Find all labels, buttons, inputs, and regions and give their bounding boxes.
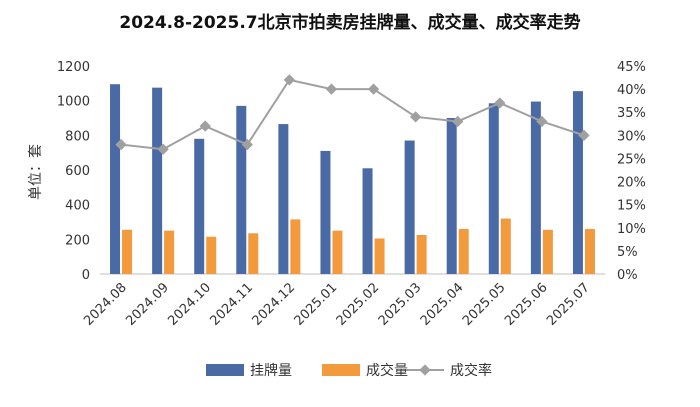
deal-bar	[290, 219, 301, 274]
legend-listing-swatch	[206, 364, 244, 376]
x-tick-label: 2024.12	[250, 280, 299, 329]
legend: 挂牌量 成交量 成交率	[206, 362, 492, 379]
y-tick-label: 0	[82, 268, 90, 283]
deal-bar	[416, 235, 427, 274]
deal-bar	[458, 228, 469, 274]
listing-bar	[362, 168, 373, 274]
y-tick-label: 200	[65, 233, 90, 248]
x-tick-label: 2025.05	[460, 280, 509, 329]
x-tick-label: 2025.07	[544, 280, 593, 329]
rate-line-path	[120, 78, 585, 151]
legend-label: 成交率	[450, 362, 492, 379]
y2-tick-label: 15%	[617, 199, 646, 214]
y-axis-label: 单位：套	[28, 144, 44, 200]
y-tick-label: 600	[65, 164, 90, 179]
rate-point	[157, 143, 169, 155]
x-tick-label: 2025.03	[376, 280, 425, 329]
x-tick-label: 2025.01	[292, 280, 341, 329]
x-tick-label: 2025.02	[334, 280, 383, 329]
rate-point	[409, 111, 422, 123]
listing-bar	[446, 118, 457, 274]
y2-tick-label: 20%	[617, 176, 646, 191]
rate-point	[367, 83, 380, 95]
rate-point	[283, 74, 296, 86]
listing-bar	[152, 87, 163, 275]
y-tick-label: 1000	[57, 95, 90, 110]
listing-bar	[530, 101, 541, 275]
listing-bar	[404, 140, 415, 274]
deal-bar	[332, 230, 343, 274]
y-tick-label: 800	[65, 129, 90, 144]
deal-bar	[374, 238, 385, 274]
rate-point	[325, 83, 338, 95]
deal-bar	[206, 236, 217, 274]
listing-bar	[320, 150, 331, 274]
deal-bar	[584, 228, 595, 274]
rate-point	[199, 120, 211, 132]
y2-tick-label: 5%	[617, 245, 638, 260]
listing-bar	[572, 91, 583, 274]
listing-bar	[488, 103, 499, 275]
x-tick-label: 2024.10	[165, 280, 214, 329]
legend-deal-swatch	[322, 364, 360, 376]
y2-tick-label: 35%	[617, 106, 646, 121]
y2-tick-label: 0%	[617, 268, 638, 283]
y2-tick-label: 30%	[617, 129, 646, 144]
y2-tick-label: 40%	[617, 83, 646, 98]
rate-point	[578, 129, 590, 141]
legend-label: 成交量	[366, 362, 408, 379]
y2-tick-label: 45%	[617, 60, 646, 75]
bars	[110, 84, 595, 275]
listing-bar	[236, 105, 247, 274]
x-tick-label: 2024.09	[123, 280, 172, 329]
legend-label: 挂牌量	[250, 362, 292, 379]
x-tick-label: 2024.11	[207, 280, 256, 329]
deal-bar	[248, 233, 259, 274]
axes: 0 200 400 600 800 1000 1200 0% 5% 10% 15% 20% 25% 30%…	[57, 60, 646, 329]
x-tick-label: 2024.08	[81, 280, 130, 329]
deal-bar	[542, 229, 553, 274]
legend-rate-marker	[419, 364, 431, 376]
y-tick-label: 1200	[57, 60, 90, 75]
deal-bar	[122, 229, 133, 274]
x-tick-label: 2025.04	[418, 280, 467, 329]
deal-bar	[164, 230, 175, 274]
y-tick-label: 400	[65, 199, 90, 214]
deal-bar	[500, 218, 511, 274]
listing-bar	[278, 124, 289, 274]
chart-title: 2024.8-2025.7北京市拍卖房挂牌量、成交量、成交率走势	[119, 13, 581, 33]
x-tick-label: 2025.06	[502, 280, 551, 329]
listing-bar	[194, 138, 205, 274]
rate-line	[115, 74, 590, 155]
listing-bar	[110, 84, 121, 274]
rate-point	[241, 138, 253, 151]
y2-tick-label: 25%	[617, 152, 646, 167]
y2-tick-label: 10%	[617, 222, 646, 237]
